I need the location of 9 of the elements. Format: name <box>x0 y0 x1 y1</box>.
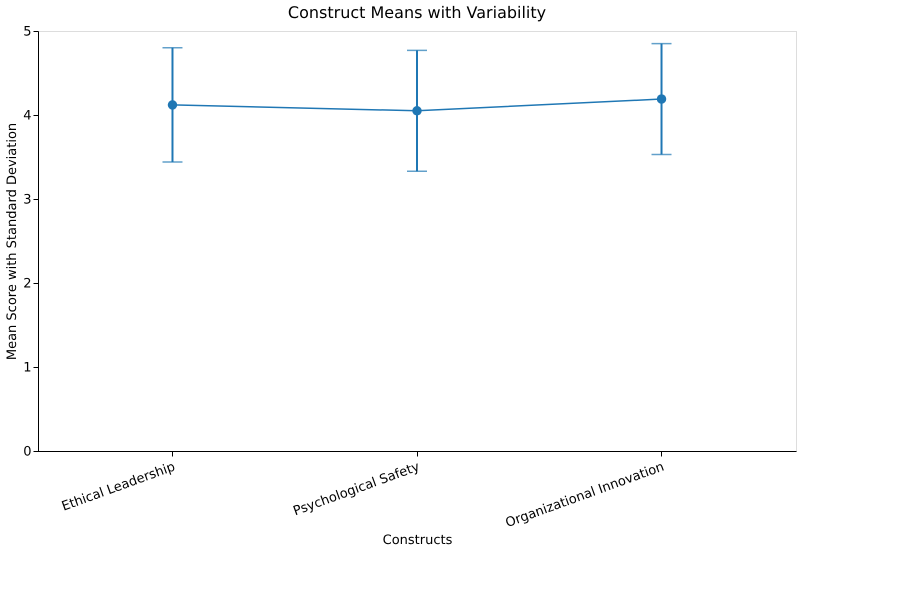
y-tick-label: 5 <box>23 24 32 40</box>
y-axis-title: Mean Score with Standard Deviation <box>5 122 20 360</box>
chart-title: Construct Means with Variability <box>288 3 546 22</box>
y-tick-label: 1 <box>23 360 32 376</box>
y-tick-label: 2 <box>23 276 32 292</box>
x-axis-title: Constructs <box>382 533 453 548</box>
y-tick-label: 0 <box>23 444 32 460</box>
y-tick-label: 3 <box>23 192 32 208</box>
y-tick-label: 4 <box>23 108 32 124</box>
